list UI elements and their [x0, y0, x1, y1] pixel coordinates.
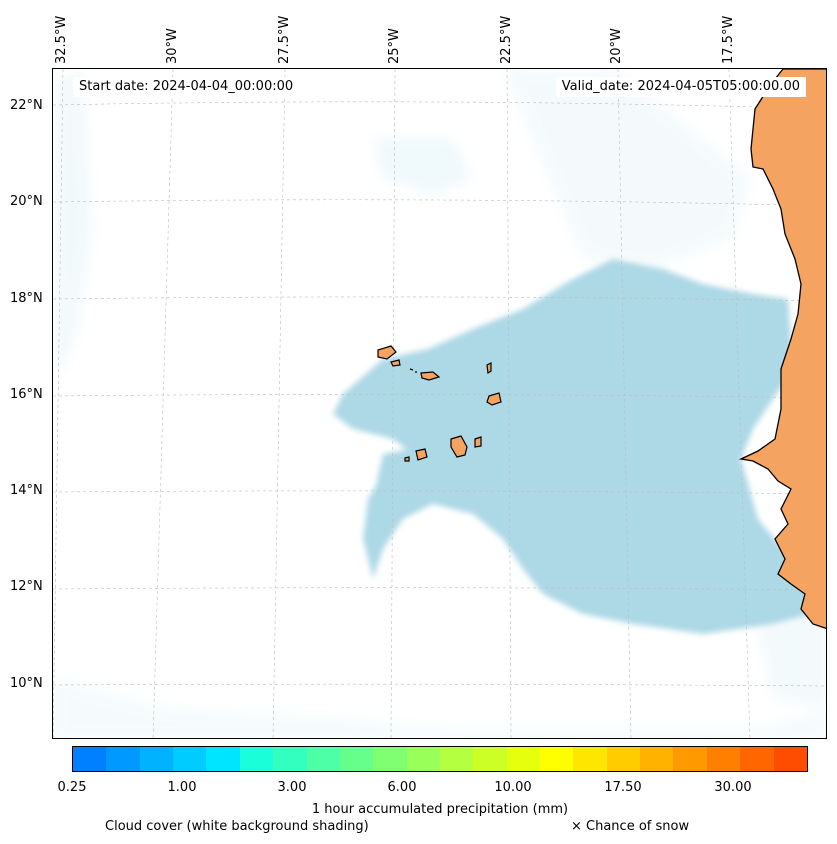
lon-label-22-5w: 22.5°W: [499, 15, 514, 64]
map-canvas: [53, 69, 826, 738]
start-date-label: Start date: 2024-04-04_00:00:00: [73, 77, 300, 97]
colorbar-swatch-9: [373, 747, 407, 771]
lon-label-17-5w: 17.5°W: [721, 15, 736, 64]
colorbar-swatch-6: [273, 747, 307, 771]
colorbar-tick-10-00: 10.00: [494, 780, 532, 795]
map-panel[interactable]: Start date: 2024-04-04_00:00:00 Valid_da…: [52, 68, 827, 739]
lat-label-12n: 12°N: [10, 579, 43, 594]
cloud-cover-main: [333, 259, 826, 634]
colorbar-swatch-2: [139, 747, 174, 771]
colorbar-swatch-8: [339, 747, 374, 771]
precipitation-colorbar: [72, 746, 808, 772]
lon-label-27-5w: 27.5°W: [277, 15, 292, 64]
colorbar-tick-1-00: 1.00: [167, 780, 197, 795]
cloud-cover-legend: Cloud cover (white background shading): [105, 819, 369, 834]
graticule: [53, 69, 826, 738]
colorbar-swatch-5: [239, 747, 274, 771]
colorbar-swatch-11: [439, 747, 474, 771]
snow-legend: × Chance of snow: [571, 819, 690, 834]
lat-label-14n: 14°N: [10, 483, 43, 498]
land-africa: [738, 69, 826, 630]
colorbar-swatch-7: [306, 747, 340, 771]
colorbar-tick-6-00: 6.00: [387, 780, 417, 795]
colorbar-swatch-12: [473, 747, 507, 771]
colorbar-swatch-14: [540, 747, 574, 771]
lon-label-30w: 30°W: [165, 28, 180, 64]
lon-label-20w: 20°W: [609, 28, 624, 64]
colorbar-tick-0-25: 0.25: [57, 780, 87, 795]
colorbar-swatch-3: [173, 747, 207, 771]
lat-label-16n: 16°N: [10, 387, 43, 402]
colorbar-label: 1 hour accumulated precipitation (mm): [311, 802, 569, 817]
colorbar-swatch-21: [773, 747, 807, 771]
lat-label-22n: 22°N: [10, 98, 43, 113]
colorbar-swatch-15: [573, 747, 607, 771]
colorbar-swatch-4: [206, 747, 240, 771]
colorbar-tick-30-00: 30.00: [714, 780, 752, 795]
colorbar-swatch-17: [640, 747, 674, 771]
land-cape-verde: [377, 345, 502, 462]
colorbar-swatch-18: [673, 747, 707, 771]
colorbar-tick-3-00: 3.00: [277, 780, 307, 795]
valid-date-label: Valid_date: 2024-04-05T05:00:00.00: [555, 77, 806, 97]
lat-label-20n: 20°N: [10, 194, 43, 209]
colorbar-swatch-0: [73, 747, 107, 771]
colorbar-swatch-19: [706, 747, 741, 771]
colorbar-swatch-1: [106, 747, 140, 771]
colorbar-swatch-10: [406, 747, 440, 771]
lat-label-18n: 18°N: [10, 291, 43, 306]
colorbar-swatch-20: [740, 747, 774, 771]
lon-label-25w: 25°W: [387, 28, 402, 64]
lon-label-32-5w: 32.5°W: [54, 15, 69, 64]
colorbar-tick-17-50: 17.50: [604, 780, 642, 795]
lat-label-10n: 10°N: [10, 676, 43, 691]
colorbar-swatch-13: [506, 747, 541, 771]
colorbar-swatch-16: [606, 747, 641, 771]
